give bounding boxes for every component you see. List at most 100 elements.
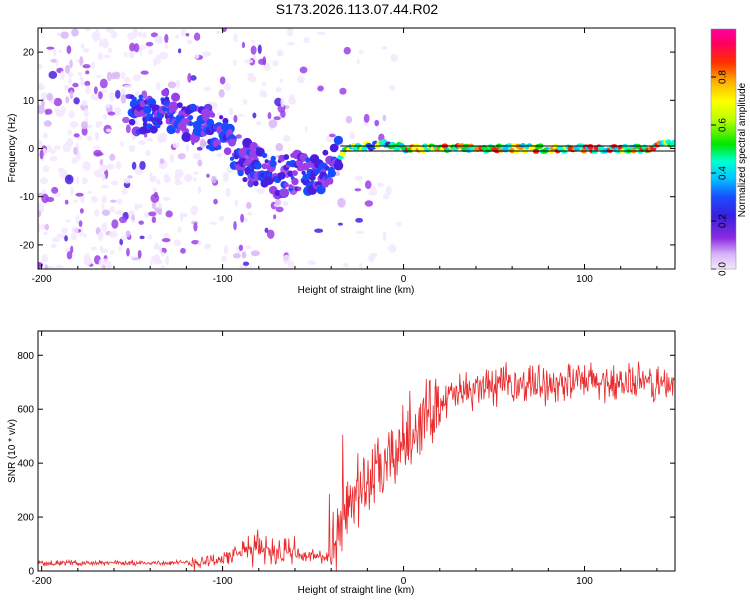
spectrogram-cell [65,96,70,104]
spectrogram-cell [108,91,116,102]
spectrogram-cell [197,186,202,194]
spectrogram-cell [190,205,199,216]
spectrogram-cell [152,187,157,192]
spectrogram-cell [49,155,58,162]
spectrogram-cell [233,220,237,231]
spectrogram-cell [110,72,116,80]
spectrogram-cell [257,44,262,54]
spectrogram-cell [46,46,55,50]
spectrogram-cell [138,140,146,146]
spectrogram-cell [157,202,163,210]
snr-y-tick-label: 800 [17,351,34,362]
spectrogram-cell [123,84,133,88]
spectrogram-cell [224,83,231,91]
spectrogram-cell [203,86,212,92]
snr-frame [37,330,676,572]
spectrogram-cell [117,198,123,205]
spectrogram-cell [209,112,216,118]
spectrogram-cell [237,113,245,118]
colorbar-tick-label: 0.8 [718,70,729,84]
spectrogram-cell [215,30,222,34]
spectrogram-cell [274,97,283,107]
spectrogram-cell [161,237,171,243]
spectrogram-cell [122,116,130,124]
spectrogram-cell [233,33,238,43]
spectrogram-cell [389,84,396,91]
spectrogram-cell [196,146,203,151]
spectrogram-cell [50,243,57,248]
spectrogram-cell [85,70,90,75]
spectrogram-cell [261,81,267,86]
spectrogram-cell [64,174,74,185]
spectrogram-cell [216,112,223,116]
spectrogram-cell [238,244,244,251]
spectrogram-cell [155,82,161,91]
spectrogram-cell [161,89,169,97]
spectrogram-cell [131,219,135,224]
spectrogram-cell [137,250,142,259]
spectrogram-cell [151,216,157,224]
spectrogram-cell [99,78,108,89]
spectrogram-cell [124,51,128,58]
spectrogram-cell [131,214,135,222]
spectrogram-cell [363,113,370,123]
spectrogram-cell [197,241,203,246]
spectrogram-cell [272,59,279,67]
spectrogram-cell [69,59,73,69]
snr-x-tick-label: 0 [401,576,407,587]
spectrogram-cell [149,125,158,134]
spectrogram-cell [383,193,389,200]
spectrogram-cell [242,98,248,106]
spectrogram-cell [254,161,262,170]
spectrogram-cell [282,201,289,207]
spectrogram-cell [90,61,96,70]
spectrogram-cell [38,63,43,70]
spectrogram-cell [41,223,46,230]
spectrogram-cell [252,54,257,60]
spectrogram-cell [244,59,254,64]
spectrogram-cell [39,149,44,160]
spectrogram-cell [80,42,85,49]
spectrogram-cell [209,221,218,225]
spectrogram-cell [172,142,180,149]
spectrogram-cell [40,92,48,99]
spectrogram-cell [68,110,76,119]
spectrogram-cell [280,97,285,108]
spectrogram-cell [121,188,128,195]
spectrogram-cell [148,211,157,217]
spectrogram-cell [354,175,363,181]
spectrogram-cell [334,171,341,177]
spectrogram-cell [48,70,58,79]
spectrogram-cell [155,54,162,65]
spectrogram-cell [100,184,109,189]
spectrogram-cell [364,180,372,190]
spectrogram-x-tick-label: -200 [32,274,52,285]
spectrogram-cell [118,244,122,252]
spectrogram-cell [87,190,93,195]
spectrogram-cell [75,214,80,225]
spectrogram-cell [102,38,108,42]
spectrogram-cell [194,53,200,59]
spectrogram-cell [66,251,73,260]
spectrogram-cell [75,192,84,197]
spectrogram-cell [73,97,80,105]
spectrogram-cell [102,114,108,120]
spectrogram-y-tick-label: -10 [20,192,35,203]
spectrogram-cell [129,42,136,52]
spectrogram-cell [127,175,133,179]
spectrogram-cell [274,199,282,206]
spectrogram-y-label: Frequency (Hz) [7,114,18,183]
spectrogram-cell [263,175,274,186]
spectrogram-cell [337,197,346,208]
spectrogram-cell [79,56,84,66]
spectrogram-cell [83,233,87,238]
spectrogram-cell [283,154,290,160]
spectrogram-cell [266,229,275,239]
spectrogram-cell [361,145,368,152]
spectrogram-cell [333,135,344,145]
spectrogram-cell [318,162,329,172]
spectrogram-cell [171,128,176,134]
spectrogram-cell [160,265,165,269]
spectrogram-cell [108,231,118,238]
spectrogram-cell [153,253,161,264]
